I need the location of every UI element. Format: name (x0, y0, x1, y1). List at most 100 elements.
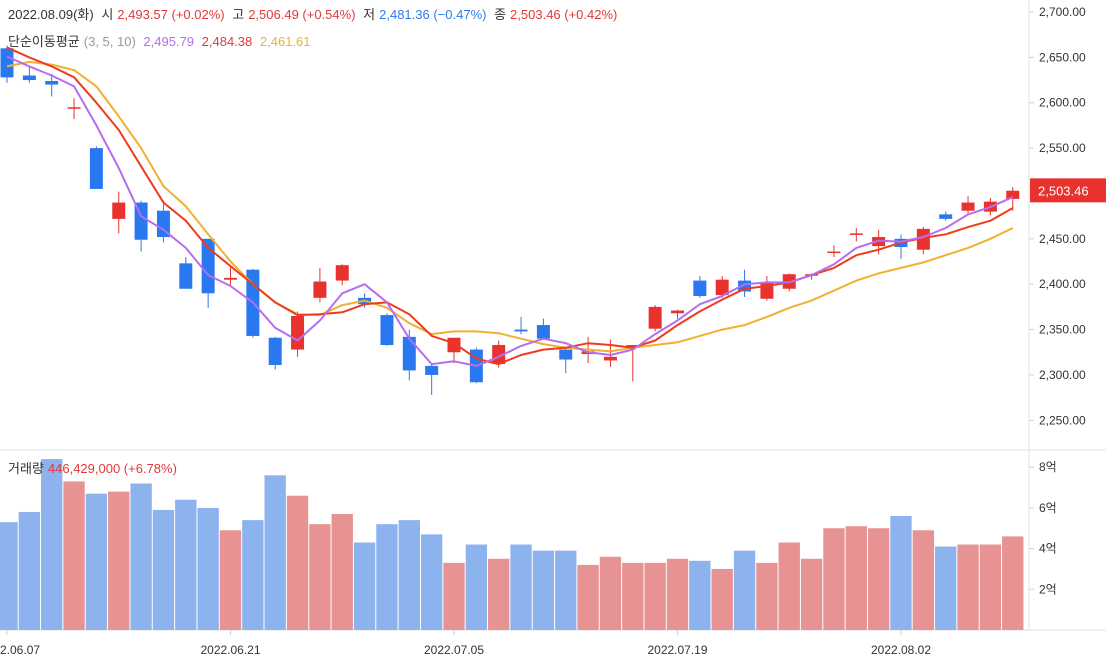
candle-body (738, 280, 752, 292)
candle-body (916, 228, 930, 250)
high-label: 고 (232, 7, 245, 22)
volume-bar (353, 542, 376, 630)
candle-body (22, 75, 36, 81)
candle-body (134, 202, 148, 240)
volume-bar (85, 493, 108, 630)
volume-bar (957, 544, 979, 630)
candle-body (492, 345, 506, 365)
candle-body (179, 263, 193, 289)
axes: 2,700.002,650.002,600.002,550.002,500.00… (0, 5, 1106, 657)
volume-bar (935, 546, 957, 630)
volume-bar (532, 550, 555, 630)
candle-body (291, 315, 305, 350)
open-label: 시 (101, 7, 114, 22)
candle-body (671, 310, 684, 314)
candle-body (961, 202, 975, 211)
candle-body (380, 315, 394, 346)
volume-bar (286, 495, 309, 630)
price-tick-label: 2,650.00 (1039, 50, 1086, 64)
volume-bar (242, 520, 264, 630)
volume-bar (555, 550, 577, 630)
volume-bar (577, 564, 599, 630)
candle-body (603, 356, 617, 361)
volume-legend: 거래량 446,429,000 (+6.78%) (8, 458, 181, 477)
candle-body (648, 306, 662, 329)
volume-bar (130, 483, 152, 630)
volume-bar (733, 550, 756, 630)
volume-label: 거래량 (8, 461, 44, 476)
candle-body (156, 210, 170, 238)
volume-bar (711, 568, 733, 630)
candle-body (939, 214, 953, 219)
candles (0, 45, 1020, 395)
candle-body (425, 365, 439, 375)
volume-bar (331, 514, 353, 630)
volume-bar (443, 562, 465, 630)
open-value: 2,493.57 (+0.02%) (117, 7, 225, 22)
volume-bar (398, 520, 420, 630)
low-value: 2,481.36 (−0.47%) (379, 7, 487, 22)
volume-bar (867, 528, 890, 630)
ma-label: 단순이동평균 (8, 34, 80, 49)
price-tick-label: 2,250.00 (1039, 413, 1086, 427)
price-tick-label: 2,600.00 (1039, 96, 1086, 110)
volume-tick-label: 6억 (1039, 501, 1057, 515)
x-tick-label: 2.06.07 (0, 643, 40, 657)
volume-bar (756, 562, 778, 630)
candle-body (715, 279, 729, 296)
ma-params: (3, 5, 10) (83, 34, 136, 49)
x-tick-label: 2022.07.05 (424, 643, 484, 657)
volume-bar (18, 511, 41, 630)
candle-body (1006, 190, 1020, 199)
ma5-line (6, 46, 1014, 366)
x-tick-label: 2022.06.21 (200, 643, 260, 657)
volume-bar (979, 544, 1002, 630)
candle-body (224, 277, 237, 280)
volume-bar (599, 556, 622, 630)
volume-bar (309, 524, 331, 630)
volume-bar (823, 528, 845, 630)
volume-bar (152, 509, 175, 630)
candle-body (827, 251, 841, 254)
candle-body (112, 202, 126, 219)
candle-body (514, 329, 528, 332)
candle-body (335, 265, 349, 281)
candle-body (67, 107, 81, 109)
moving-averages (6, 46, 1014, 367)
volume-bar (800, 558, 823, 630)
current-price-label: 2,503.46 (1038, 183, 1089, 198)
volume-bar (175, 499, 197, 630)
ma3-line (6, 55, 1014, 367)
candle-body (849, 233, 863, 235)
volume-bar (689, 560, 711, 630)
volume-tick-label: 8억 (1039, 460, 1057, 474)
close-label: 종 (494, 7, 507, 22)
volume-bar (465, 544, 488, 630)
candle-body (536, 325, 550, 339)
price-tick-label: 2,400.00 (1039, 277, 1086, 291)
volume-bar (197, 507, 219, 630)
ma3-value: 2,495.79 (143, 34, 195, 49)
candle-body (201, 238, 215, 294)
ma10-value: 2,461.61 (259, 34, 311, 49)
volume-bar (845, 526, 867, 630)
candle-body (313, 281, 327, 298)
volume-bar (41, 459, 63, 630)
volume-bar (644, 562, 666, 630)
volume-bar (778, 542, 800, 630)
volume-bar (63, 481, 85, 630)
price-header: 2022.08.09(화) 시 2,493.57 (+0.02%) 고 2,506.… (8, 4, 621, 23)
volume-bar (0, 522, 18, 630)
close-value: 2,503.46 (+0.42%) (510, 7, 618, 22)
x-tick-label: 2022.07.19 (647, 643, 707, 657)
volume-bar (510, 544, 532, 630)
low-label: 저 (363, 7, 376, 22)
price-tick-label: 2,300.00 (1039, 368, 1086, 382)
high-value: 2,506.49 (+0.54%) (248, 7, 356, 22)
candle-body (693, 280, 707, 297)
ma5-value: 2,484.38 (201, 34, 253, 49)
price-tick-label: 2,550.00 (1039, 141, 1086, 155)
price-tick-label: 2,350.00 (1039, 323, 1086, 337)
volume-bar (890, 516, 912, 630)
